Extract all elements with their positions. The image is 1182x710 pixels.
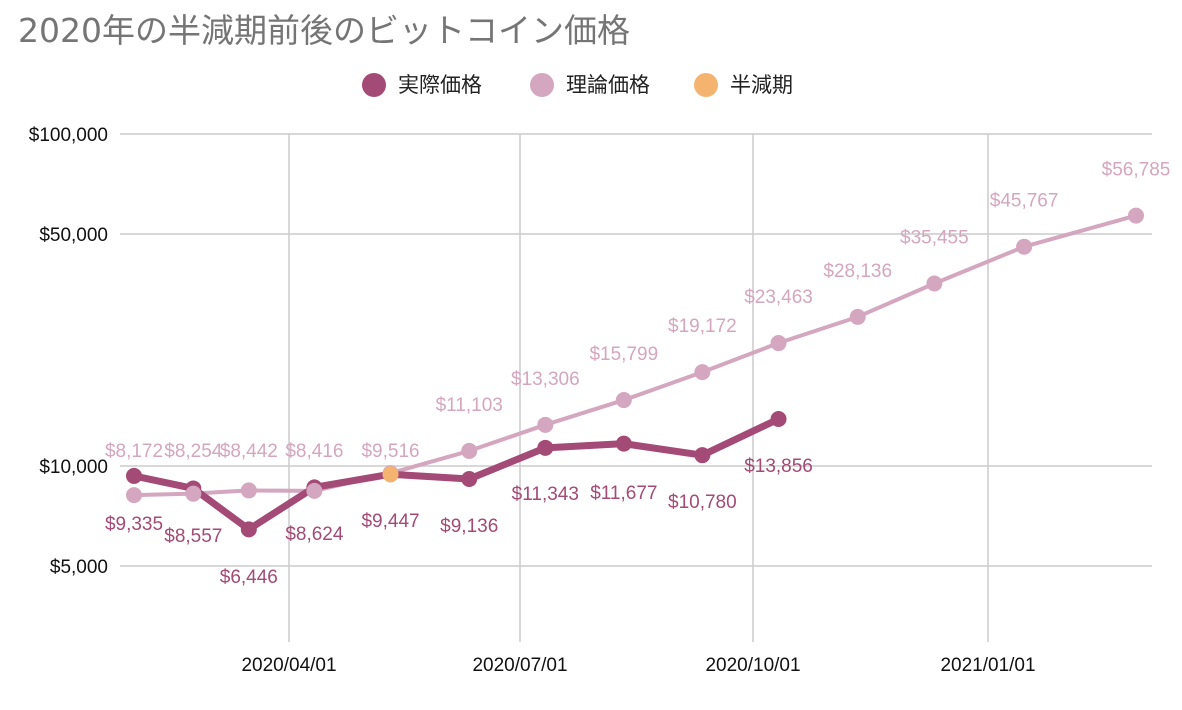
data-label-actual: $6,446 — [220, 567, 278, 588]
data-point-actual — [770, 410, 787, 427]
data-point-theory — [126, 487, 142, 504]
data-point-theory — [926, 275, 943, 292]
legend-label: 実際価格 — [398, 73, 482, 97]
legend-marker — [694, 73, 718, 97]
data-point-actual — [537, 439, 554, 456]
data-point-theory — [1128, 207, 1144, 224]
data-point-actual — [126, 467, 142, 484]
data-point-actual — [240, 521, 257, 538]
data-label-actual: $10,780 — [668, 492, 737, 513]
data-label-actual: $9,447 — [361, 511, 419, 532]
y-tick-label: $10,000 — [39, 457, 108, 478]
data-label-actual: $8,557 — [164, 526, 222, 547]
data-label-theory: $8,172 — [105, 441, 163, 462]
data-label-theory: $8,254 — [164, 441, 223, 462]
x-tick-label: 2020/10/01 — [705, 655, 800, 676]
data-point-theory — [537, 416, 554, 433]
data-label-actual: $9,335 — [105, 514, 163, 535]
x-tick-label: 2020/07/01 — [472, 655, 567, 676]
series-line-actual — [133, 415, 781, 533]
data-point-theory — [240, 482, 257, 499]
x-tick-label: 2020/04/01 — [241, 655, 336, 676]
legend-label: 半減期 — [730, 73, 793, 97]
data-label-actual: $13,856 — [744, 456, 813, 477]
data-point-theory — [1016, 238, 1033, 255]
data-point-theory — [770, 335, 787, 352]
data-label-theory: $13,306 — [511, 369, 580, 390]
data-label-theory: $28,136 — [823, 261, 892, 282]
legend-label: 理論価格 — [566, 73, 650, 97]
data-label-theory: $8,442 — [220, 441, 278, 462]
data-label-actual: $11,677 — [590, 483, 657, 504]
chart-title: 2020年の半減期前後のビットコイン価格 — [18, 11, 630, 50]
data-label-theory: $19,172 — [668, 316, 737, 337]
y-tick-label: $50,000 — [39, 225, 108, 246]
data-label-actual: $9,136 — [440, 516, 498, 537]
legend-marker — [362, 73, 386, 97]
data-point-actual — [694, 447, 711, 464]
data-label-theory: $45,767 — [990, 191, 1059, 212]
y-tick-label: $100,000 — [29, 125, 108, 146]
data-label-theory: $23,463 — [744, 287, 813, 308]
data-label-theory: $15,799 — [589, 344, 658, 365]
data-label-theory: $8,416 — [285, 441, 343, 462]
data-label-actual: $11,343 — [512, 484, 579, 505]
data-point-theory — [185, 485, 202, 502]
x-tick-label: 2021/01/01 — [940, 655, 1035, 676]
data-point-theory — [461, 442, 478, 459]
y-tick-label: $5,000 — [50, 557, 108, 578]
data-label-actual: $8,624 — [285, 524, 344, 545]
data-point-actual — [461, 471, 478, 488]
data-point-actual — [615, 435, 632, 452]
data-point-theory — [615, 392, 632, 409]
data-point-halving — [382, 466, 399, 483]
data-point-theory — [849, 308, 866, 325]
data-label-theory: $9,516 — [361, 441, 419, 462]
data-point-theory — [694, 364, 711, 381]
data-label-theory: $35,455 — [900, 228, 969, 249]
data-point-theory — [306, 482, 323, 499]
data-label-theory: $56,785 — [1102, 160, 1171, 181]
data-label-theory: $11,103 — [436, 395, 503, 416]
legend-marker — [530, 73, 554, 97]
series-line-theory — [133, 213, 1137, 498]
